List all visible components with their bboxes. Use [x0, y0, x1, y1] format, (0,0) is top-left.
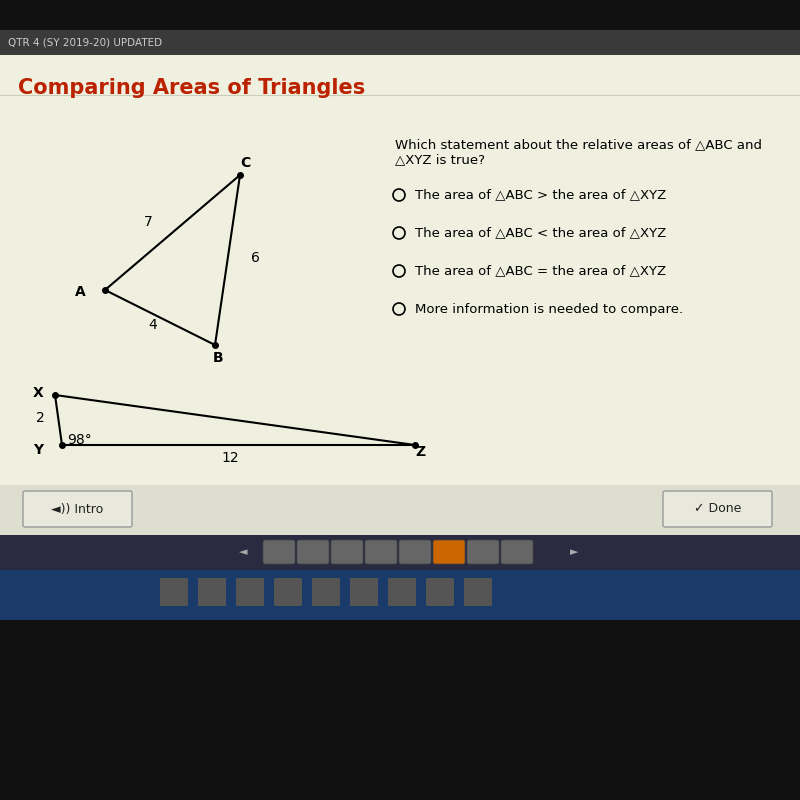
FancyBboxPatch shape [433, 540, 465, 564]
Text: The area of △ABC = the area of △XYZ: The area of △ABC = the area of △XYZ [415, 265, 666, 278]
Bar [0, 570, 800, 620]
Bar [0, 620, 800, 800]
Text: The area of △ABC > the area of △XYZ: The area of △ABC > the area of △XYZ [415, 189, 666, 202]
Text: C: C [240, 156, 250, 170]
Bar [426, 578, 454, 606]
FancyBboxPatch shape [365, 540, 397, 564]
Bar [388, 578, 416, 606]
Text: 7: 7 [144, 215, 152, 229]
Bar [236, 578, 264, 606]
Text: More information is needed to compare.: More information is needed to compare. [415, 302, 683, 315]
Text: QTR 4 (SY 2019-20) UPDATED: QTR 4 (SY 2019-20) UPDATED [8, 38, 162, 47]
Text: X: X [33, 386, 43, 400]
Text: 2: 2 [36, 411, 44, 425]
FancyBboxPatch shape [399, 540, 431, 564]
FancyBboxPatch shape [263, 540, 295, 564]
Bar [350, 578, 378, 606]
Bar [0, 680, 800, 730]
Text: Y: Y [33, 443, 43, 457]
Text: ►: ► [570, 547, 578, 557]
FancyBboxPatch shape [467, 540, 499, 564]
Text: Comparing Areas of Triangles: Comparing Areas of Triangles [18, 78, 366, 98]
FancyBboxPatch shape [297, 540, 329, 564]
Text: Z: Z [415, 445, 425, 459]
Bar [198, 578, 226, 606]
FancyBboxPatch shape [501, 540, 533, 564]
Bar [160, 578, 188, 606]
Bar [274, 578, 302, 606]
Bar [464, 578, 492, 606]
Text: B: B [213, 351, 223, 365]
Text: A: A [74, 285, 86, 299]
FancyBboxPatch shape [23, 491, 132, 527]
Text: Which statement about the relative areas of △ABC and
△XYZ is true?: Which statement about the relative areas… [395, 138, 762, 166]
Text: 6: 6 [250, 251, 259, 265]
FancyBboxPatch shape [663, 491, 772, 527]
Text: 98°: 98° [68, 433, 92, 447]
Text: 4: 4 [149, 318, 158, 332]
Bar [0, 485, 800, 535]
Text: ◄: ◄ [238, 547, 247, 557]
Text: The area of △ABC < the area of △XYZ: The area of △ABC < the area of △XYZ [415, 226, 666, 239]
Text: ✓ Done: ✓ Done [694, 502, 741, 515]
FancyBboxPatch shape [331, 540, 363, 564]
Bar [0, 30, 800, 55]
Text: 12: 12 [221, 451, 239, 465]
Bar [0, 535, 800, 570]
Bar [312, 578, 340, 606]
Text: ◄)) Intro: ◄)) Intro [51, 502, 104, 515]
Bar [0, 55, 800, 485]
